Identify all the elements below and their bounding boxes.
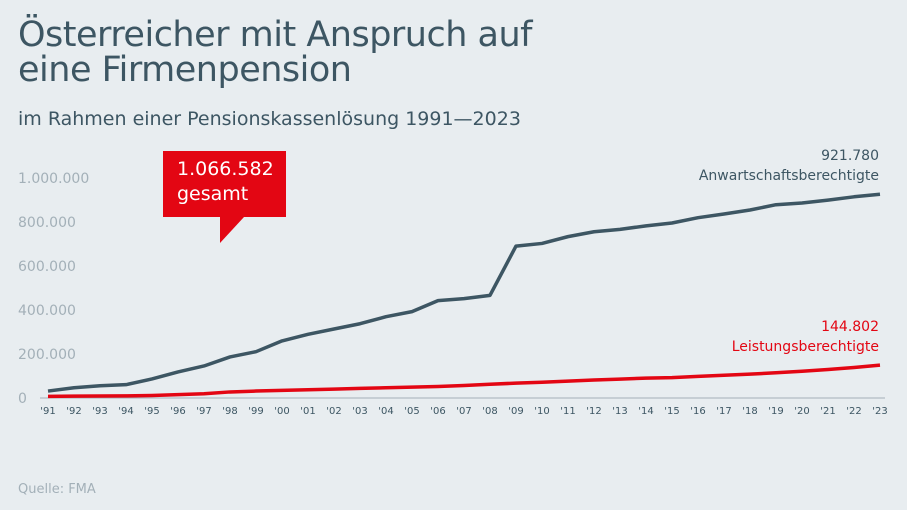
y-tick-label: 200.000	[18, 347, 76, 363]
x-tick-label: '21	[820, 406, 835, 417]
x-tick-label: '20	[794, 406, 809, 417]
x-tick-label: '01	[300, 406, 315, 417]
total-value: 1.066.582	[177, 158, 274, 180]
x-tick-label: '93	[92, 406, 107, 417]
x-tick-label: '16	[690, 406, 705, 417]
x-tick-label: '10	[534, 406, 549, 417]
y-tick-label: 1.000.000	[18, 171, 89, 187]
title-line-2: eine Firmenpension	[18, 50, 352, 90]
x-tick-label: '02	[326, 406, 341, 417]
y-tick-label: 600.000	[18, 259, 76, 275]
source-note: Quelle: FMA	[18, 482, 96, 497]
x-tick-label: '97	[196, 406, 211, 417]
x-tick-label: '99	[248, 406, 263, 417]
x-tick-label: '92	[66, 406, 81, 417]
y-tick-label: 800.000	[18, 215, 76, 231]
x-tick-label: '17	[716, 406, 731, 417]
x-tick-label: '15	[664, 406, 679, 417]
series-legend-label: Leistungsberechtigte	[732, 339, 879, 355]
x-tick-label: '11	[560, 406, 575, 417]
y-tick-label: 400.000	[18, 303, 76, 319]
x-tick-label: '09	[508, 406, 523, 417]
x-tick-label: '00	[274, 406, 289, 417]
x-tick-label: '22	[846, 406, 861, 417]
x-tick-label: '96	[170, 406, 185, 417]
chart-title: Österreicher mit Anspruch auf eine Firmen…	[18, 15, 533, 90]
x-tick-label: '05	[404, 406, 419, 417]
x-tick-label: '18	[742, 406, 757, 417]
series-end-value: 921.780	[821, 148, 879, 164]
chart-subtitle: im Rahmen einer Pensionskassenlösung 199…	[18, 108, 521, 130]
x-tick-label: '13	[612, 406, 627, 417]
x-tick-label: '19	[768, 406, 783, 417]
x-tick-label: '91	[40, 406, 55, 417]
callout-pointer	[220, 217, 244, 243]
series-end-value: 144.802	[821, 319, 879, 335]
total-label: gesamt	[177, 183, 249, 205]
title-line-1: Österreicher mit Anspruch auf	[18, 15, 533, 55]
series-line-anwartschaftsberechtigte	[47, 192, 881, 393]
x-tick-label: '23	[872, 406, 887, 417]
x-tick-label: '98	[222, 406, 237, 417]
x-tick-label: '08	[482, 406, 497, 417]
x-tick-label: '12	[586, 406, 601, 417]
x-tick-label: '94	[118, 406, 133, 417]
series-line-leistungsberechtigte	[47, 363, 881, 399]
series-legend-label: Anwartschaftsberechtigte	[699, 168, 879, 184]
x-tick-label: '04	[378, 406, 393, 417]
x-tick-label: '14	[638, 406, 653, 417]
x-tick-label: '95	[144, 406, 159, 417]
total-callout: 1.066.582 gesamt	[163, 151, 286, 217]
x-tick-label: '03	[352, 406, 367, 417]
x-tick-label: '06	[430, 406, 445, 417]
y-tick-label: 0	[18, 391, 27, 407]
x-tick-label: '07	[456, 406, 471, 417]
